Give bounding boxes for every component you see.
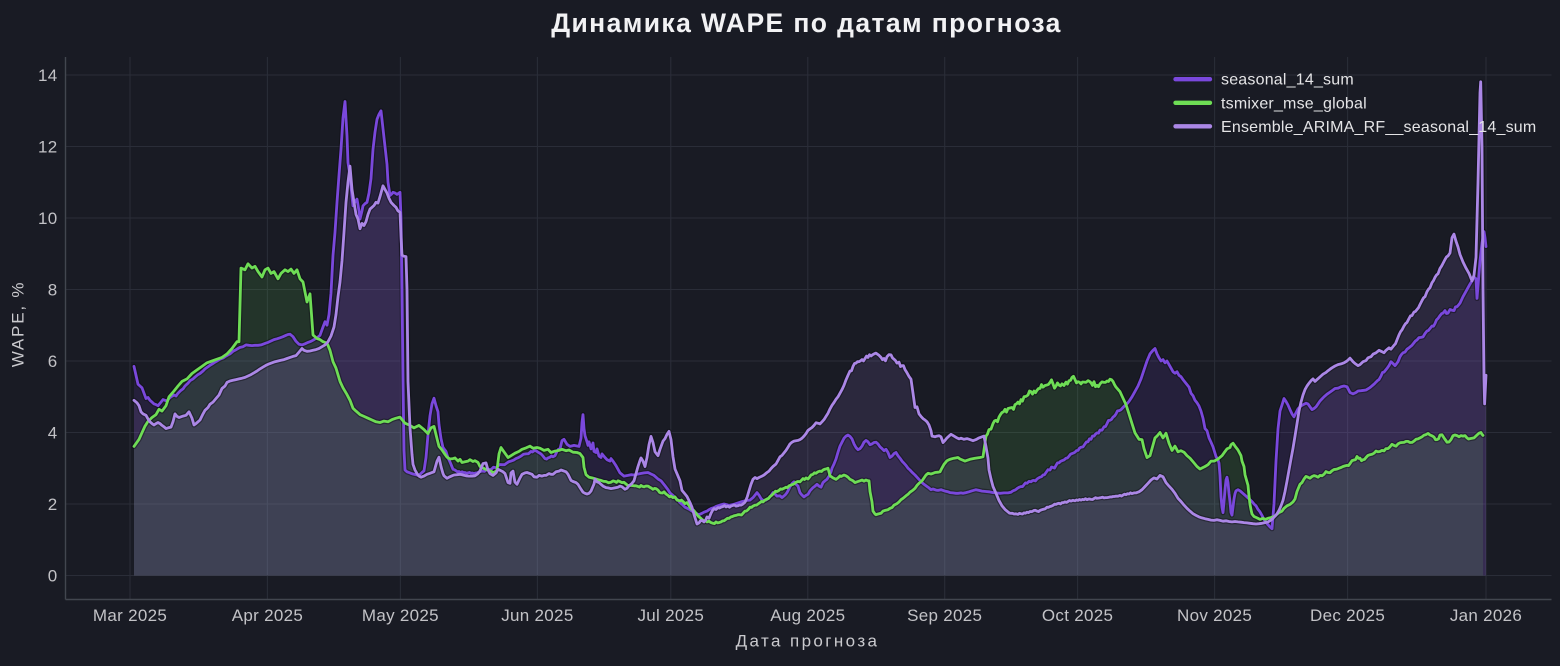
svg-text:Ensemble_ARIMA_RF__seasonal_14: Ensemble_ARIMA_RF__seasonal_14_sum (1221, 119, 1536, 136)
svg-text:Oct 2025: Oct 2025 (1042, 606, 1113, 625)
svg-text:Nov 2025: Nov 2025 (1177, 606, 1252, 625)
svg-text:10: 10 (38, 209, 58, 228)
svg-text:Dec 2025: Dec 2025 (1310, 606, 1385, 625)
svg-text:May 2025: May 2025 (362, 606, 439, 625)
svg-text:seasonal_14_sum: seasonal_14_sum (1221, 72, 1354, 89)
svg-text:14: 14 (38, 66, 58, 85)
svg-text:Jun 2025: Jun 2025 (501, 606, 573, 625)
svg-text:Sep 2025: Sep 2025 (907, 606, 982, 625)
svg-text:8: 8 (48, 281, 58, 300)
svg-text:12: 12 (38, 138, 58, 157)
svg-text:0: 0 (48, 567, 58, 586)
svg-text:WAPE, %: WAPE, % (9, 281, 28, 368)
svg-text:Динамика WAPE по датам прогноз: Динамика WAPE по датам прогноза (551, 8, 1062, 38)
svg-text:Mar 2025: Mar 2025 (93, 606, 167, 625)
svg-text:6: 6 (48, 352, 58, 371)
svg-text:Jan 2026: Jan 2026 (1450, 606, 1522, 625)
svg-text:Aug 2025: Aug 2025 (770, 606, 845, 625)
svg-text:2: 2 (48, 495, 58, 514)
svg-text:tsmixer_mse_global: tsmixer_mse_global (1221, 95, 1367, 112)
svg-text:Дата прогноза: Дата прогноза (736, 632, 880, 651)
svg-text:Apr 2025: Apr 2025 (232, 606, 303, 625)
svg-text:4: 4 (48, 424, 58, 443)
svg-text:Jul 2025: Jul 2025 (637, 606, 704, 625)
